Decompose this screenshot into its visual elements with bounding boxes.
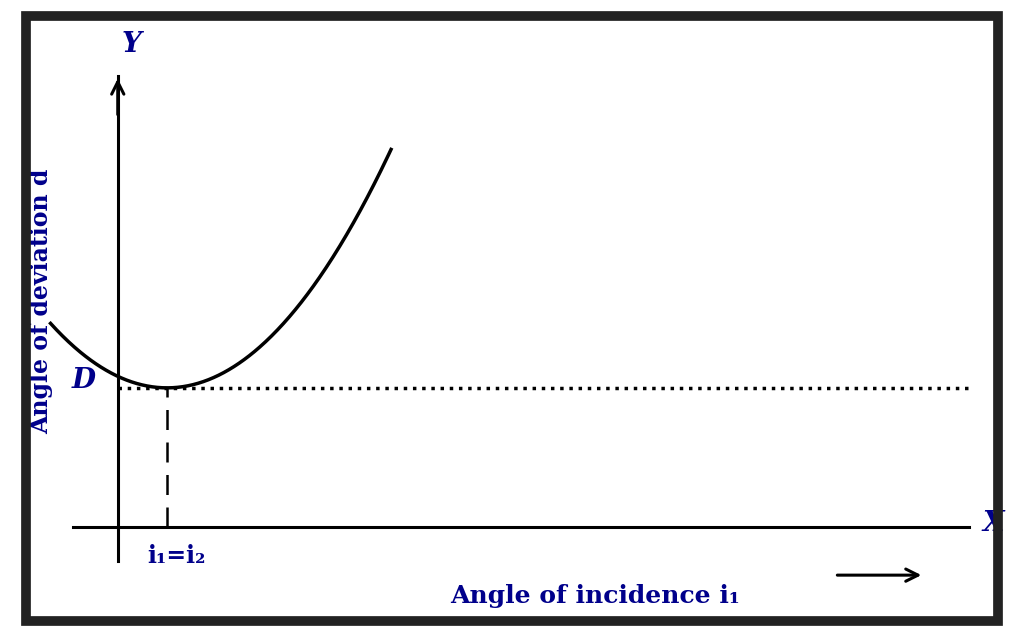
Text: X: X [982, 510, 1004, 536]
Text: Y: Y [121, 31, 141, 59]
Text: Angle of incidence i₁: Angle of incidence i₁ [450, 584, 739, 608]
Text: i₁=i₂: i₁=i₂ [146, 544, 205, 568]
Text: Angle of deviation d: Angle of deviation d [30, 168, 53, 434]
Text: D: D [72, 368, 95, 394]
